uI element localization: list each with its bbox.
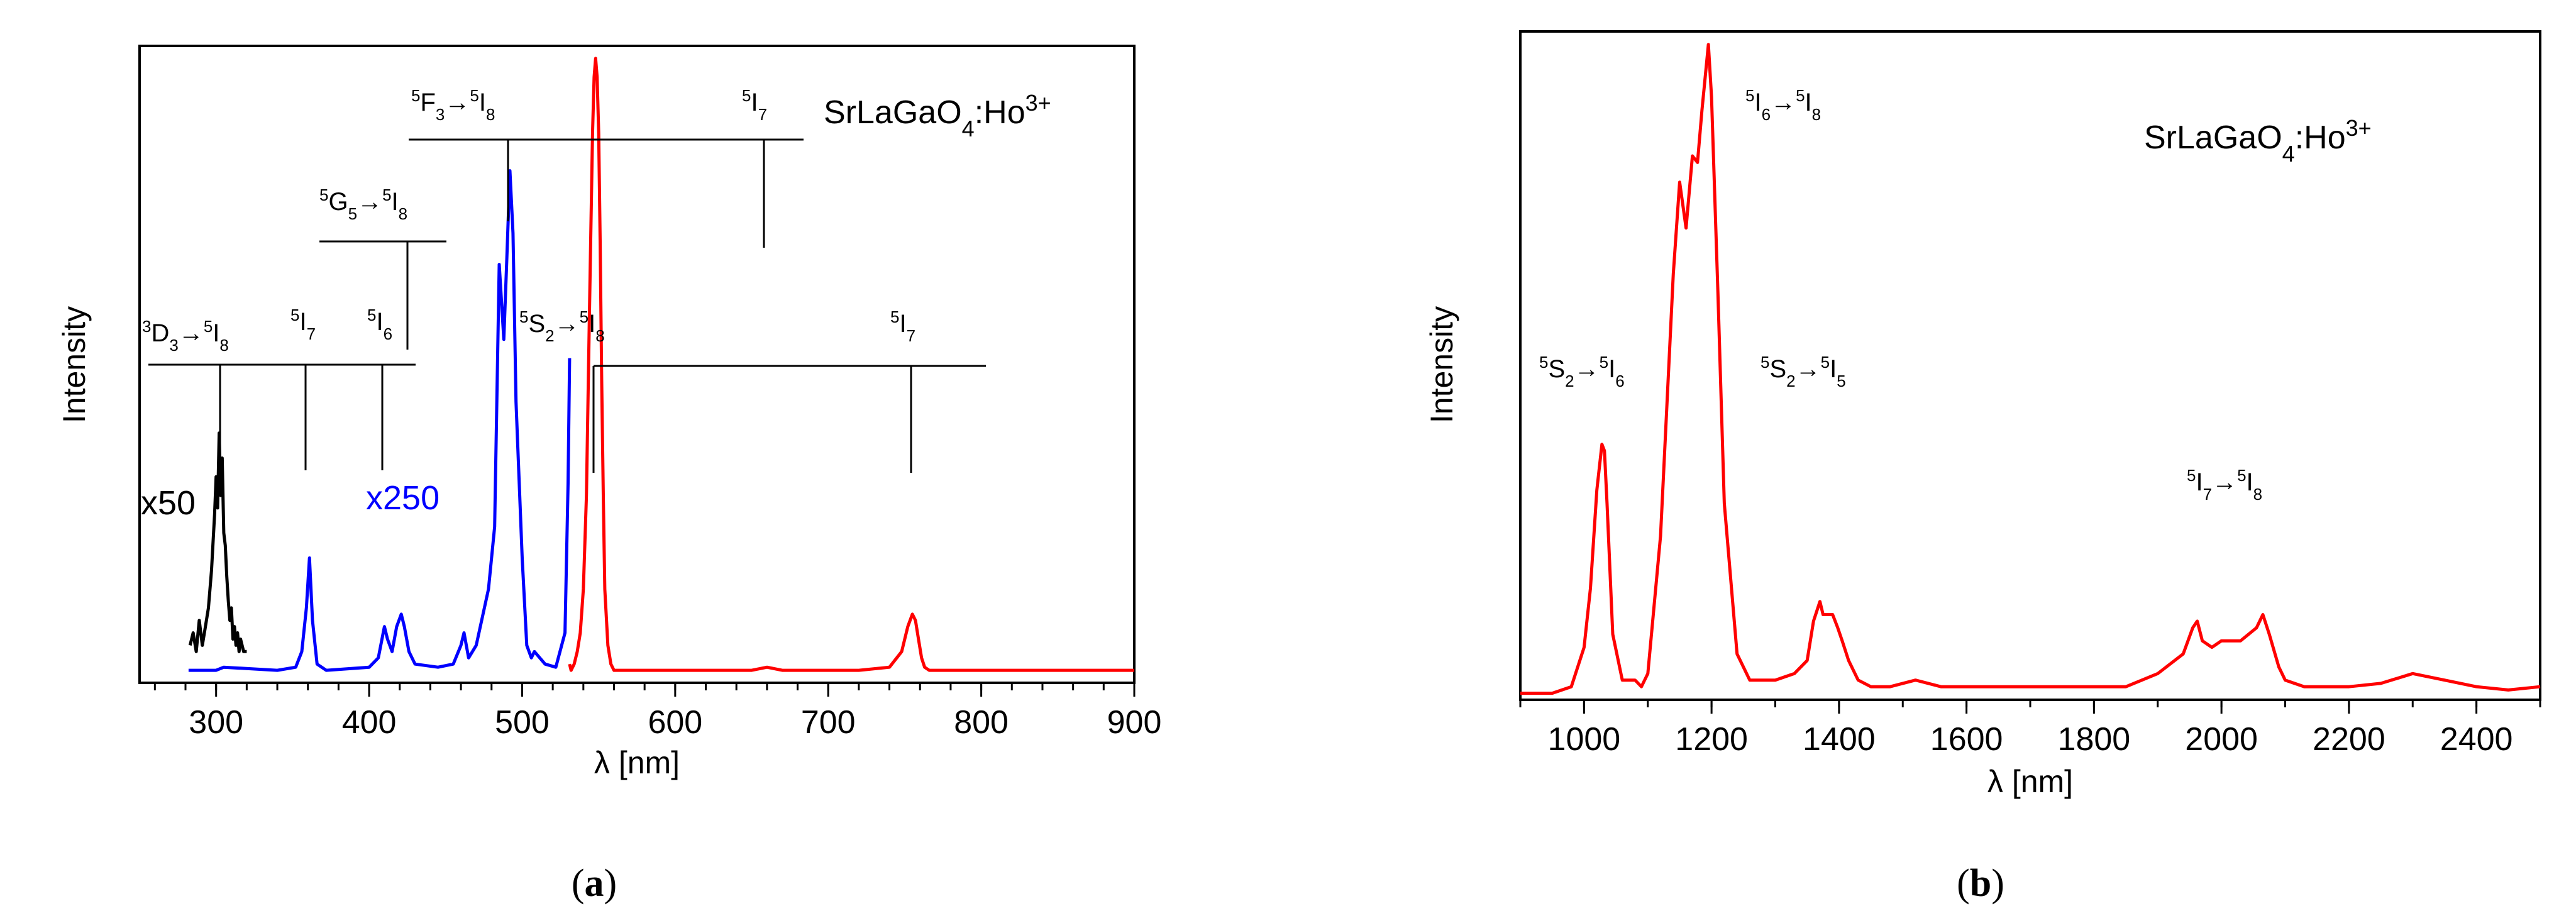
x-tick-label-a: 600 <box>648 704 702 741</box>
x-axis-ticks-a: 300 400 500 600 700 800 900 <box>153 683 1162 741</box>
label-5f3-5i8: 5F3→5I8 <box>411 86 495 124</box>
y-axis-label-a: Intensity <box>57 306 92 423</box>
x-tick-label-b: 1200 <box>1675 721 1748 758</box>
panel-a: 300 400 500 600 700 800 900 3D3→5I8 5I7 <box>57 45 1162 905</box>
x-tick-label-a: 900 <box>1107 704 1162 741</box>
x-tick-label-a: 800 <box>954 704 1009 741</box>
label-5s2-5i6: 5S2→5I6 <box>1539 353 1625 390</box>
series-line-b-0 <box>1520 43 2541 695</box>
annotation-labels-b: 5S2→5I6 5I6→5I8 5S2→5I5 5I7→5I8 <box>1539 86 2262 504</box>
x-tick-label-a: 500 <box>495 704 550 741</box>
panel-b: 1000 1200 1400 1600 1800 2000 2200 2400 5S2→5I6… <box>1424 30 2541 905</box>
x-axis-label-b: λ [nm] <box>1987 764 2073 799</box>
label-5s2-5i8: 5S2→5I8 <box>519 307 605 345</box>
label-5i6-a: 5I6 <box>367 306 392 343</box>
x-axis-ticks-b: 1000 1200 1400 1600 1800 2000 2200 2400 <box>1519 700 2541 758</box>
label-5i6-5i8: 5I6→5I8 <box>1745 86 1821 124</box>
label-5g5-5i8: 5G5→5I8 <box>319 185 407 223</box>
annotation-lines-a <box>148 138 986 473</box>
x-tick-label-b: 2000 <box>2185 721 2258 758</box>
plot-frame-b <box>1519 30 2541 701</box>
x-tick-label-b: 1800 <box>2058 721 2131 758</box>
series-line-a-0 <box>188 431 247 653</box>
label-3d3-5i8: 3D3→5I8 <box>142 317 229 355</box>
x-tick-label-b: 1000 <box>1548 721 1621 758</box>
x-axis-label-a: λ [nm] <box>594 745 680 780</box>
x-tick-label-b: 2200 <box>2313 721 2385 758</box>
x-tick-label-a: 700 <box>801 704 856 741</box>
series-line-a-1 <box>188 169 572 672</box>
panel-label-b: (b) <box>1957 862 2004 905</box>
x-tick-label-b: 2400 <box>2440 721 2513 758</box>
label-5i7-a1: 5I7 <box>290 306 316 343</box>
series-group-a <box>188 57 1134 672</box>
label-5i7-a2: 5I7 <box>742 86 767 124</box>
x-tick-label-a: 400 <box>342 704 397 741</box>
multiplier-x50: x50 <box>141 484 196 522</box>
x-tick-label-b: 1400 <box>1803 721 1876 758</box>
x-tick-label-b: 1600 <box>1930 721 2003 758</box>
y-axis-label-b: Intensity <box>1424 306 1459 423</box>
panel-label-a: (a) <box>572 862 617 905</box>
series-line-a-2 <box>568 57 1134 672</box>
chart-title-a: SrLaGaO4:Ho3+ <box>824 90 1051 141</box>
label-5i7-5i8: 5I7→5I8 <box>2187 466 2262 504</box>
chart-title-b: SrLaGaO4:Ho3+ <box>2144 115 2372 167</box>
label-5i7-a3: 5I7 <box>890 307 915 345</box>
label-5s2-5i5: 5S2→5I5 <box>1761 353 1846 390</box>
annotation-labels-a: 3D3→5I8 5I7 5I6 5G5→5I8 5F3→5I8 5I7 5S2→… <box>142 86 915 355</box>
series-group-b <box>1520 43 2541 695</box>
multiplier-x250: x250 <box>366 479 439 517</box>
plot-frame-a <box>138 45 1136 684</box>
x-tick-label-a: 300 <box>189 704 243 741</box>
